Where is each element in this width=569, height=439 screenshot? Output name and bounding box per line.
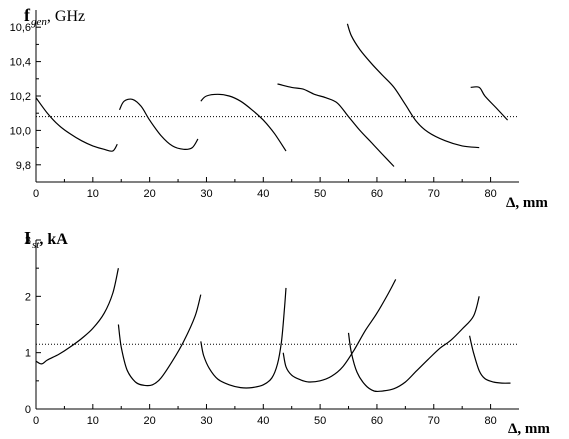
frequency-xlabel: Δ, mm <box>506 195 548 211</box>
current-x-tick-label: 50 <box>314 415 326 427</box>
freq-x-tick-label: 40 <box>257 188 269 200</box>
current-series-2-line <box>117 294 202 387</box>
current-x-tick-label: 40 <box>257 415 269 427</box>
freq-series-6-line <box>470 86 509 121</box>
current-x-tick-label: 70 <box>428 415 440 427</box>
freq-y-tick-label: 10,0 <box>10 125 31 137</box>
current-y-tick-label: 3 <box>25 235 31 247</box>
freq-y-tick-label: 9,8 <box>16 160 31 172</box>
freq-series-5-line <box>346 23 480 149</box>
freq-series-2-line <box>118 98 199 150</box>
current-series-4-line <box>282 279 397 383</box>
freq-x-tick-label: 60 <box>371 188 383 200</box>
frequency-ylabel: fgen, GHz <box>24 5 85 28</box>
freq-x-tick-label: 10 <box>87 188 99 200</box>
freq-series-4-line <box>277 83 395 167</box>
current-series-6-line <box>469 335 511 384</box>
current-y-tick-label: 1 <box>25 348 31 360</box>
current-x-tick-label: 60 <box>371 415 383 427</box>
current-x-tick-label: 10 <box>87 415 99 427</box>
freq-x-tick-label: 30 <box>200 188 212 200</box>
current-y-tick-label: 2 <box>25 291 31 303</box>
freq-x-tick-label: 80 <box>484 188 496 200</box>
current-series-3-line <box>200 287 287 389</box>
freq-series-3-line <box>200 93 287 152</box>
current-x-tick-label: 80 <box>484 415 496 427</box>
current-series-5-line <box>347 296 480 393</box>
current-xlabel: Δ, mm <box>508 421 550 437</box>
current-y-tick-label: 0 <box>25 404 31 416</box>
freq-x-tick-label: 0 <box>33 188 39 200</box>
current-series-1-line <box>35 268 119 365</box>
current-x-tick-label: 0 <box>33 415 39 427</box>
freq-y-tick-label: 10,4 <box>10 57 31 69</box>
current-x-tick-label: 30 <box>200 415 212 427</box>
freq-series-1-line <box>35 97 118 152</box>
freq-x-tick-label: 20 <box>144 188 156 200</box>
freq-x-tick-label: 50 <box>314 188 326 200</box>
current-x-tick-label: 20 <box>144 415 156 427</box>
freq-y-tick-label: 10,6 <box>10 22 31 34</box>
frequency-chart: fgen, GHz Δ, mm 0 10 20 30 40 50 60 70 80 9,8 10,0… <box>10 5 549 211</box>
freq-x-tick-label: 70 <box>428 188 440 200</box>
freq-y-tick-label: 10,2 <box>10 91 31 103</box>
